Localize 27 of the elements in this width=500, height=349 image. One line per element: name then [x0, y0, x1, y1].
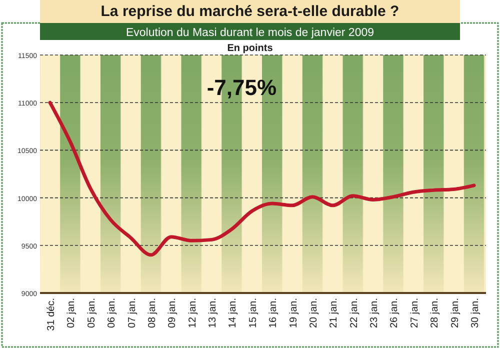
- x-tick-label: 31 déc.: [46, 298, 57, 331]
- chart-title: La reprise du marché sera-t-elle durable ?: [100, 3, 400, 20]
- x-tick-label: 20 jan.: [308, 298, 320, 328]
- x-tick-label: 16 jan.: [268, 298, 280, 328]
- x-tick-label: 22 jan.: [348, 298, 360, 328]
- x-tick-label: 08 jan.: [146, 298, 158, 328]
- x-tick-label: 07 jan.: [126, 298, 138, 328]
- chart-subtitle: Evolution du Masi durant le mois de janvier 2009: [126, 27, 374, 39]
- x-tick-label: 15 jan.: [248, 298, 259, 328]
- x-tick-label: 12 jan.: [187, 298, 198, 328]
- annotation: -7,75%: [206, 75, 277, 100]
- x-tick-label: 26 jan.: [389, 298, 400, 328]
- x-tick-label: 21 jan.: [328, 298, 340, 328]
- x-tick-label: 05 jan.: [86, 298, 98, 328]
- x-tick-label: 28 jan.: [430, 298, 441, 328]
- x-tick-label: 30 jan.: [470, 298, 481, 328]
- x-tick-label: 29 jan.: [450, 298, 461, 328]
- x-tick-label: 23 jan.: [369, 298, 380, 328]
- x-tick-label: 02 jan.: [66, 298, 78, 328]
- x-tick-label: 06 jan.: [106, 298, 118, 328]
- y-axis-title: En points: [227, 43, 274, 54]
- x-tick-label: 27 jan.: [409, 298, 420, 328]
- x-tick-label: 14 jan.: [228, 298, 239, 328]
- line-series: [48, 100, 476, 257]
- x-tick-label: 13 jan.: [208, 298, 219, 328]
- x-tick-label: 09 jan.: [167, 298, 178, 328]
- x-tick-label: 19 jan.: [288, 298, 300, 328]
